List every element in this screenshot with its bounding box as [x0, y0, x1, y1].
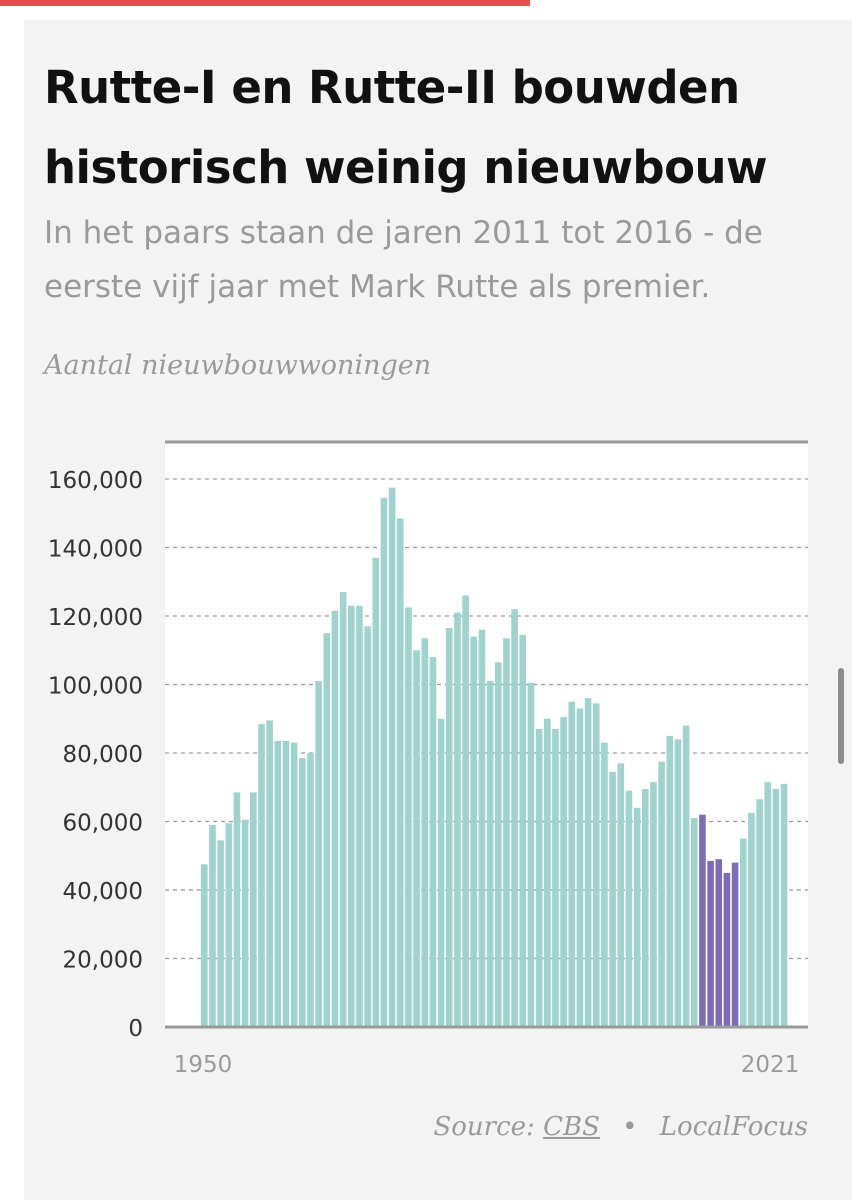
bar-1956	[250, 792, 257, 1027]
bar-2021	[780, 783, 788, 1027]
bar-1997	[584, 698, 592, 1027]
y-tick-label: 140,000	[48, 537, 143, 563]
y-tick-label: 160,000	[48, 468, 143, 494]
bar-2016	[739, 838, 747, 1028]
bar-2008	[674, 739, 682, 1027]
bar-2006	[658, 761, 665, 1027]
bar-1998	[592, 703, 600, 1027]
bar-1967	[339, 592, 347, 1027]
bar-2000	[609, 771, 616, 1027]
y-tick-label: 60,000	[63, 811, 143, 837]
bar-1995	[568, 701, 576, 1028]
bar-chart: 0 20,000 40,000 60,000 80,000 100,000 120,000 1…	[48, 440, 808, 1078]
bar-1984	[478, 629, 486, 1027]
bar-1980	[445, 627, 453, 1027]
y-tick-label: 40,000	[63, 879, 143, 905]
bar-1968	[347, 605, 355, 1027]
bar-2007	[666, 735, 674, 1028]
bar-1961	[290, 742, 298, 1027]
y-tick-label: 80,000	[63, 742, 143, 768]
bar-1959	[274, 741, 282, 1027]
bar-1970	[364, 626, 371, 1027]
bar-1960	[282, 741, 290, 1027]
bar-1971	[372, 557, 380, 1027]
bar-1999	[601, 742, 608, 1027]
bar-2015	[731, 862, 739, 1027]
bar-1972	[380, 497, 388, 1028]
bar-2003	[633, 807, 641, 1027]
bar-2005	[650, 782, 657, 1027]
bar-1982	[462, 595, 469, 1027]
bar-1965	[323, 633, 331, 1028]
bar-1989	[519, 634, 527, 1027]
x-tick-label-first: 1950	[174, 1052, 233, 1078]
bar-2017	[748, 812, 755, 1027]
bar-2009	[682, 725, 690, 1027]
bar-1966	[331, 610, 339, 1027]
bar-1962	[298, 758, 306, 1027]
bar-1964	[315, 681, 322, 1027]
accent-rule	[0, 0, 530, 6]
bar-1988	[511, 609, 518, 1027]
source-label: Source:	[433, 1112, 535, 1142]
source-separator: •	[622, 1112, 638, 1142]
bar-1981	[454, 612, 461, 1027]
bar-1963	[307, 753, 314, 1027]
source-line: Source: CBS • LocalFocus	[433, 1112, 808, 1142]
bar-1976	[413, 650, 420, 1027]
source-link-cbs[interactable]: CBS	[543, 1112, 600, 1142]
bar-1955	[241, 819, 249, 1027]
bar-2019	[764, 782, 772, 1027]
bar-1996	[576, 708, 584, 1027]
bar-2004	[641, 788, 649, 1027]
bar-1986	[494, 662, 502, 1027]
y-tick-label: 100,000	[48, 674, 143, 700]
bar-1969	[356, 605, 363, 1027]
y-axis-title: Aantal nieuwbouwwoningen	[44, 350, 432, 381]
bar-1991	[535, 729, 543, 1027]
bar-1992	[543, 718, 551, 1027]
bar-2014	[723, 872, 731, 1028]
y-tick-label: 20,000	[63, 948, 143, 974]
bar-1990	[527, 682, 535, 1027]
bar-1951	[209, 824, 216, 1027]
x-tick-label-last: 2021	[741, 1052, 800, 1078]
chart-title: Rutte-I en Rutte-II bouwden historisch w…	[44, 61, 768, 194]
bar-1994	[560, 717, 567, 1027]
chart-subtitle: In het paars staan de jaren 2011 tot 201…	[44, 215, 763, 305]
bar-2018	[756, 799, 763, 1027]
bar-1985	[486, 681, 494, 1027]
bar-1953	[225, 823, 233, 1027]
y-tick-label: 120,000	[48, 605, 143, 631]
bar-2010	[690, 818, 698, 1027]
bar-1957	[258, 723, 265, 1027]
bar-1952	[217, 840, 224, 1027]
bar-1973	[388, 487, 396, 1027]
bar-1975	[405, 607, 412, 1027]
bar-1983	[470, 636, 478, 1027]
bar-2001	[617, 763, 625, 1027]
bar-1954	[233, 792, 241, 1027]
bar-1978	[429, 657, 437, 1027]
bar-1974	[396, 518, 404, 1027]
bar-1950	[201, 864, 208, 1027]
bar-2002	[625, 790, 633, 1027]
bar-1987	[503, 638, 510, 1027]
bar-2011	[699, 814, 706, 1027]
bar-2020	[772, 788, 780, 1027]
page-scrollbar[interactable]	[838, 668, 844, 764]
bar-2012	[707, 860, 714, 1027]
bar-1993	[552, 729, 559, 1027]
bar-1979	[437, 718, 445, 1027]
credit-localfocus: LocalFocus	[659, 1112, 808, 1142]
bar-1958	[266, 720, 273, 1027]
bar-1977	[421, 638, 429, 1027]
y-tick-label: 0	[128, 1016, 143, 1042]
bar-2013	[715, 859, 723, 1027]
